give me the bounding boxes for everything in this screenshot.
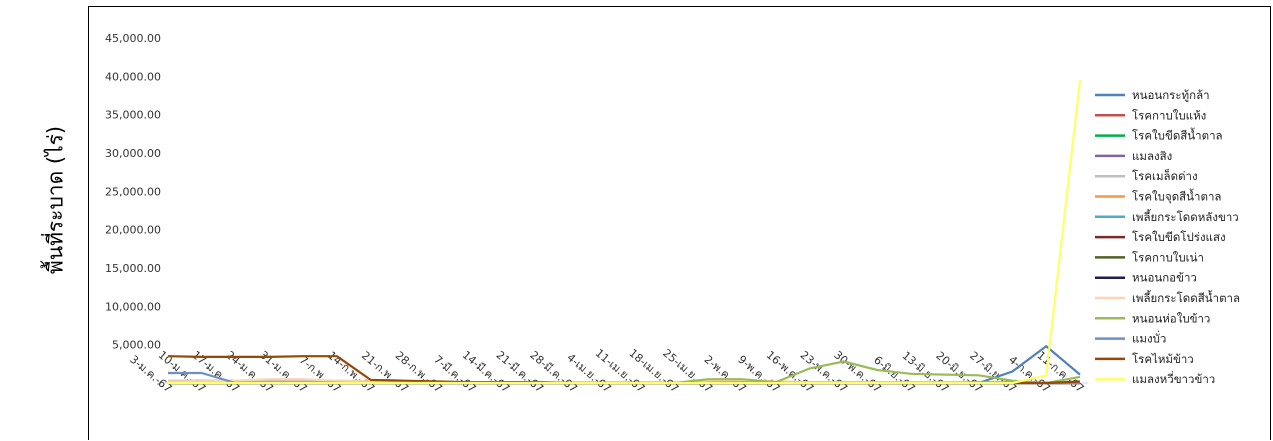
y-tick-label: 25,000.00 bbox=[105, 185, 161, 198]
legend-label: แมงบั่ว bbox=[1132, 331, 1166, 346]
legend-label: โรคใบจุดสีน้ำตาล bbox=[1132, 189, 1221, 204]
y-tick-label: 40,000.00 bbox=[105, 70, 161, 83]
legend-label: โรคใบขีดโปร่งแสง bbox=[1132, 230, 1226, 244]
y-tick-label: - bbox=[157, 377, 161, 390]
y-tick-label: 10,000.00 bbox=[105, 300, 161, 313]
legend: หนอนกระทู้กล้าโรคกาบใบแห้งโรคใบขีดสีน้ำต… bbox=[1095, 88, 1240, 386]
y-tick-label: 30,000.00 bbox=[105, 147, 161, 160]
y-tick-label: 5,000.00 bbox=[112, 339, 161, 352]
y-axis-ticks: - 5,000.00 10,000.00 15,000.00 20,000.00 25,0… bbox=[105, 32, 161, 390]
legend-label: โรคเมล็ดด่าง bbox=[1132, 168, 1198, 183]
legend-label: แมลงสิง bbox=[1132, 149, 1172, 163]
y-tick-label: 45,000.00 bbox=[105, 32, 161, 45]
x-axis-ticks: 3-ม.ค.-6710-ม.ค.-6717-ม.ค.-6724-ม.ค.-673… bbox=[127, 347, 1088, 395]
legend-label: หนอนกอข้าว bbox=[1132, 271, 1197, 285]
legend-label: เพลี้ยกระโดดสีน้ำตาล bbox=[1132, 290, 1240, 305]
legend-label: หนอนห่อใบข้าว bbox=[1132, 311, 1210, 325]
series-line bbox=[168, 80, 1082, 385]
y-tick-label: 35,000.00 bbox=[105, 109, 161, 122]
legend-label: โรคกาบใบเน่า bbox=[1132, 250, 1204, 264]
legend-label: เพลี้ยกระโดดหลังขาว bbox=[1132, 209, 1239, 224]
legend-label: โรคใบขีดสีน้ำตาล bbox=[1132, 128, 1223, 143]
legend-label: โรคไหม้ข้าว bbox=[1132, 352, 1194, 366]
legend-label: โรคกาบใบแห้ง bbox=[1132, 108, 1206, 122]
legend-label: หนอนกระทู้กล้า bbox=[1132, 88, 1210, 102]
y-tick-label: 15,000.00 bbox=[105, 262, 161, 275]
chart-area bbox=[88, 6, 1271, 440]
series-lines bbox=[167, 80, 1082, 385]
y-tick-label: 20,000.00 bbox=[105, 224, 161, 237]
legend-label: แมลงหวี่ขาวข้าว bbox=[1132, 371, 1215, 386]
